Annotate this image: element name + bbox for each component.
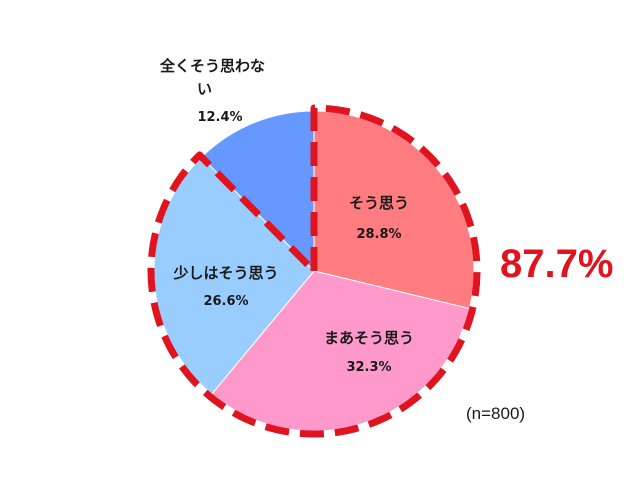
slice-value-maa-sou-omou: 32.3% [346, 360, 391, 375]
highlight-dashed-outline [147, 104, 481, 438]
slice-label-line-1: 全くそう思わな [159, 57, 265, 75]
slice-label-line-2: い [197, 80, 212, 98]
highlight-total-label: 87.7% [500, 242, 613, 286]
slice-label-sukoshi-wa-sou-omou: 少しはそう思う [172, 264, 278, 282]
slice-value-mattaku-sou-omowanai: 12.4% [197, 110, 242, 125]
pie-slices [153, 110, 475, 432]
slice-value-sou-omou: 28.8% [356, 227, 401, 242]
sample-size-label: (n=800) [466, 404, 525, 423]
slice-label-sou-omou: そう思う [349, 194, 409, 212]
pie-slice-4 [200, 110, 315, 273]
slice-label-mattaku-sou-omowanai: 全くそう思わな い [159, 57, 270, 98]
slice-label-maa-sou-omou: まあそう思う [324, 329, 414, 347]
slice-value-sukoshi-wa-sou-omou: 26.6% [203, 294, 248, 309]
slice-labels: そう思う 28.8% まあそう思う 32.3% 少しはそう思う 26.6% 全く… [159, 57, 414, 375]
